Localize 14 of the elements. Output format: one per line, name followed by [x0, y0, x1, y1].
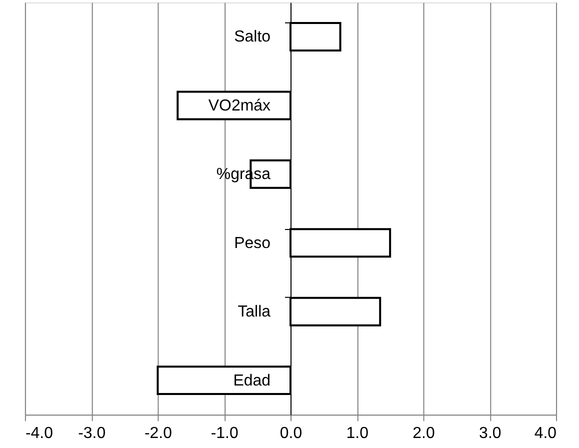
- y-tick-label: Peso: [234, 234, 271, 252]
- x-tick-label: -4.0: [25, 425, 54, 442]
- x-tick-label: -3.0: [78, 425, 106, 442]
- y-tick-label: Salto: [234, 28, 271, 46]
- x-tick-label: 3.0: [479, 425, 502, 442]
- y-tick-label: VO2máx: [208, 97, 271, 114]
- x-tick-label: -2.0: [144, 425, 172, 442]
- y-tick-label: Talla: [238, 304, 271, 321]
- x-tick-label: 4.0: [534, 425, 557, 442]
- y-tick-label: Edad: [233, 372, 271, 390]
- x-tick-label: 2.0: [412, 425, 435, 442]
- x-tick-label: 0.0: [280, 425, 302, 442]
- x-tick-label: 1.0: [346, 425, 369, 442]
- x-tick-label: -1.0: [210, 425, 238, 442]
